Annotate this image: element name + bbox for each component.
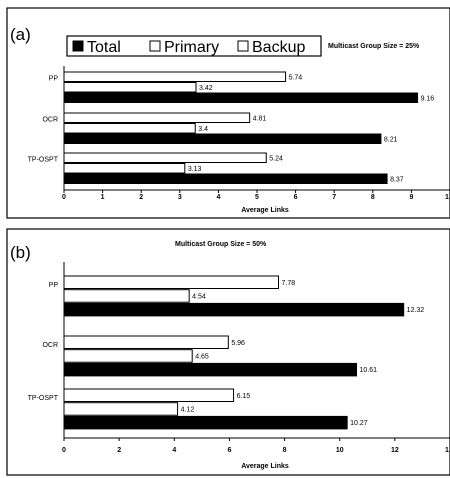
x-axis-title: Average Links <box>241 463 289 470</box>
bar-total-ocr <box>63 133 382 144</box>
legend-label-backup: Backup <box>252 39 305 56</box>
legend-swatch-total <box>72 40 84 52</box>
x-tick-label: 8 <box>283 447 287 454</box>
data-label-backup: 3.4 <box>198 126 208 133</box>
x-tick-label: 6 <box>227 447 231 454</box>
bar-total-pp <box>63 302 405 317</box>
bar-primary-ocr <box>63 112 251 123</box>
x-tick-label: 1 <box>445 447 449 454</box>
data-label-backup: 4.12 <box>181 406 195 413</box>
bar-backup-tp-ospt <box>63 163 186 174</box>
chart-b-title: Multicast Group Size = 50% <box>175 241 267 248</box>
category-label: PP <box>49 75 59 82</box>
x-tick-label: 3 <box>178 194 182 201</box>
bar-primary-ocr <box>63 335 229 349</box>
category-label: PP <box>49 282 59 289</box>
category-label: TP-OSPT <box>28 395 59 402</box>
legend-swatch-primary <box>149 40 161 52</box>
bar-primary-pp <box>63 275 280 289</box>
bar-total-tp-ospt <box>63 173 388 184</box>
x-tick-label: 0 <box>62 194 66 201</box>
data-label-primary: 4.81 <box>253 115 267 122</box>
x-tick-label: 4 <box>172 447 176 454</box>
data-label-total: 12.32 <box>407 307 425 314</box>
legend: Total Primary Backup <box>66 35 322 57</box>
bar-primary-tp-ospt <box>63 388 235 402</box>
legend-label-total: Total <box>87 39 121 56</box>
data-label-primary: 5.74 <box>289 74 303 81</box>
bar-backup-tp-ospt <box>63 402 179 416</box>
bar-primary-pp <box>63 71 287 82</box>
panel-a-frame <box>6 7 450 219</box>
data-label-backup: 4.54 <box>192 293 206 300</box>
data-label-backup: 3.42 <box>199 85 213 92</box>
bar-primary-tp-ospt <box>63 152 267 163</box>
bar-total-ocr <box>63 362 358 377</box>
x-tick-label: 9 <box>409 194 413 201</box>
x-axis-title: Average Links <box>241 207 289 214</box>
x-tick-label: 5 <box>255 194 259 201</box>
data-label-total: 10.27 <box>350 420 368 427</box>
chart-a-title: Multicast Group Size = 25% <box>328 43 420 50</box>
data-label-backup: 3.13 <box>188 166 202 173</box>
category-label: OCR <box>42 116 58 123</box>
x-tick-label: 1 <box>101 194 105 201</box>
x-tick-label: 0 <box>62 447 66 454</box>
chart-a-plot: 0 1 2 3 4 5 6 7 8 9 1 Average Links 5.74 3.42 9.16 PP 4.… <box>28 66 450 214</box>
data-label-backup: 4.65 <box>195 353 209 360</box>
category-label: OCR <box>42 342 58 349</box>
panel-b: (b) Multicast Group Size = 50% 0 2 4 6 8 10 12… <box>6 228 450 476</box>
chart-b-plot: 0 2 4 6 8 10 12 1 Average Links 7.78 4.54 12.32 PP 5.… <box>28 262 450 470</box>
bar-backup-ocr <box>63 123 196 134</box>
data-label-total: 10.61 <box>360 367 378 374</box>
x-tick-label: 4 <box>216 194 220 201</box>
data-label-primary: 6.15 <box>237 393 251 400</box>
panel-b-label: (b) <box>10 243 31 262</box>
data-label-total: 8.37 <box>390 176 404 183</box>
bar-backup-ocr <box>63 349 193 363</box>
x-tick-label: 6 <box>294 194 298 201</box>
bar-total-tp-ospt <box>63 415 348 430</box>
legend-swatch-backup <box>237 40 249 52</box>
panel-b-frame <box>6 228 450 476</box>
x-tick-label: 8 <box>371 194 375 201</box>
x-tick-label: 10 <box>336 447 344 454</box>
x-tick-label: 2 <box>139 194 143 201</box>
legend-label-primary: Primary <box>164 39 219 56</box>
x-tick-label: 12 <box>391 447 399 454</box>
data-label-primary: 7.78 <box>282 280 296 287</box>
category-label: TP-OSPT <box>28 156 59 163</box>
data-label-total: 8.21 <box>384 136 398 143</box>
x-tick-label: 1 <box>445 194 449 201</box>
legend-frame <box>66 35 322 57</box>
x-tick-label: 7 <box>332 194 336 201</box>
bar-backup-pp <box>63 289 190 303</box>
data-label-primary: 5.24 <box>269 155 283 162</box>
data-label-total: 9.16 <box>421 95 435 102</box>
data-label-primary: 5.96 <box>231 340 245 347</box>
x-tick-label: 2 <box>117 447 121 454</box>
panel-a: (a) Total Primary Backup Multicast Group… <box>6 7 450 219</box>
bar-backup-pp <box>63 82 197 93</box>
panel-a-label: (a) <box>10 25 31 44</box>
bar-total-pp <box>63 92 419 103</box>
